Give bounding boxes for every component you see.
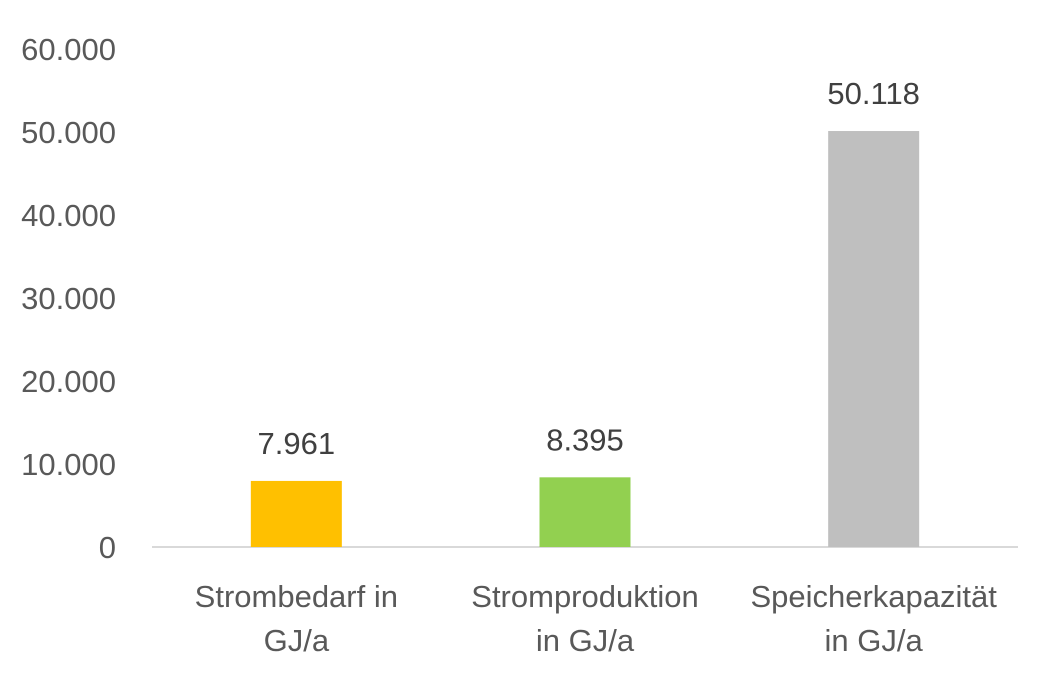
x-tick-label-line: in GJ/a — [825, 623, 924, 658]
x-tick-label-line: Strombedarf in — [195, 579, 398, 614]
data-label: 50.118 — [827, 76, 920, 111]
bar — [539, 477, 631, 547]
x-tick-label: Speicherkapazität in GJ/a — [750, 579, 997, 658]
bar — [250, 480, 342, 547]
y-axis-ticks: 0 10.000 20.000 30.000 40.000 50.000 60.000 — [21, 32, 116, 565]
data-label: 8.395 — [546, 422, 624, 457]
y-tick-label: 20.000 — [21, 364, 116, 399]
category-labels: Strombedarf in GJ/a Stromproduktion in GJ/a… — [195, 579, 998, 658]
x-tick-label-line: in GJ/a — [536, 623, 635, 658]
x-tick-label-line: Speicherkapazität — [750, 579, 997, 614]
y-tick-label: 10.000 — [21, 447, 116, 482]
data-labels: 7.961 8.395 50.118 — [258, 76, 920, 461]
y-tick-label: 50.000 — [21, 115, 116, 150]
x-tick-label: Strombedarf in GJ/a — [195, 579, 398, 658]
x-tick-label: Stromproduktion in GJ/a — [471, 579, 698, 658]
y-tick-label: 60.000 — [21, 32, 116, 67]
y-tick-label: 0 — [99, 530, 116, 565]
x-tick-label-line: Stromproduktion — [471, 579, 698, 614]
y-tick-label: 40.000 — [21, 198, 116, 233]
x-tick-label-line: GJ/a — [264, 623, 330, 658]
bar — [828, 131, 920, 547]
y-tick-label: 30.000 — [21, 281, 116, 316]
data-label: 7.961 — [258, 426, 336, 461]
bars — [250, 131, 920, 547]
